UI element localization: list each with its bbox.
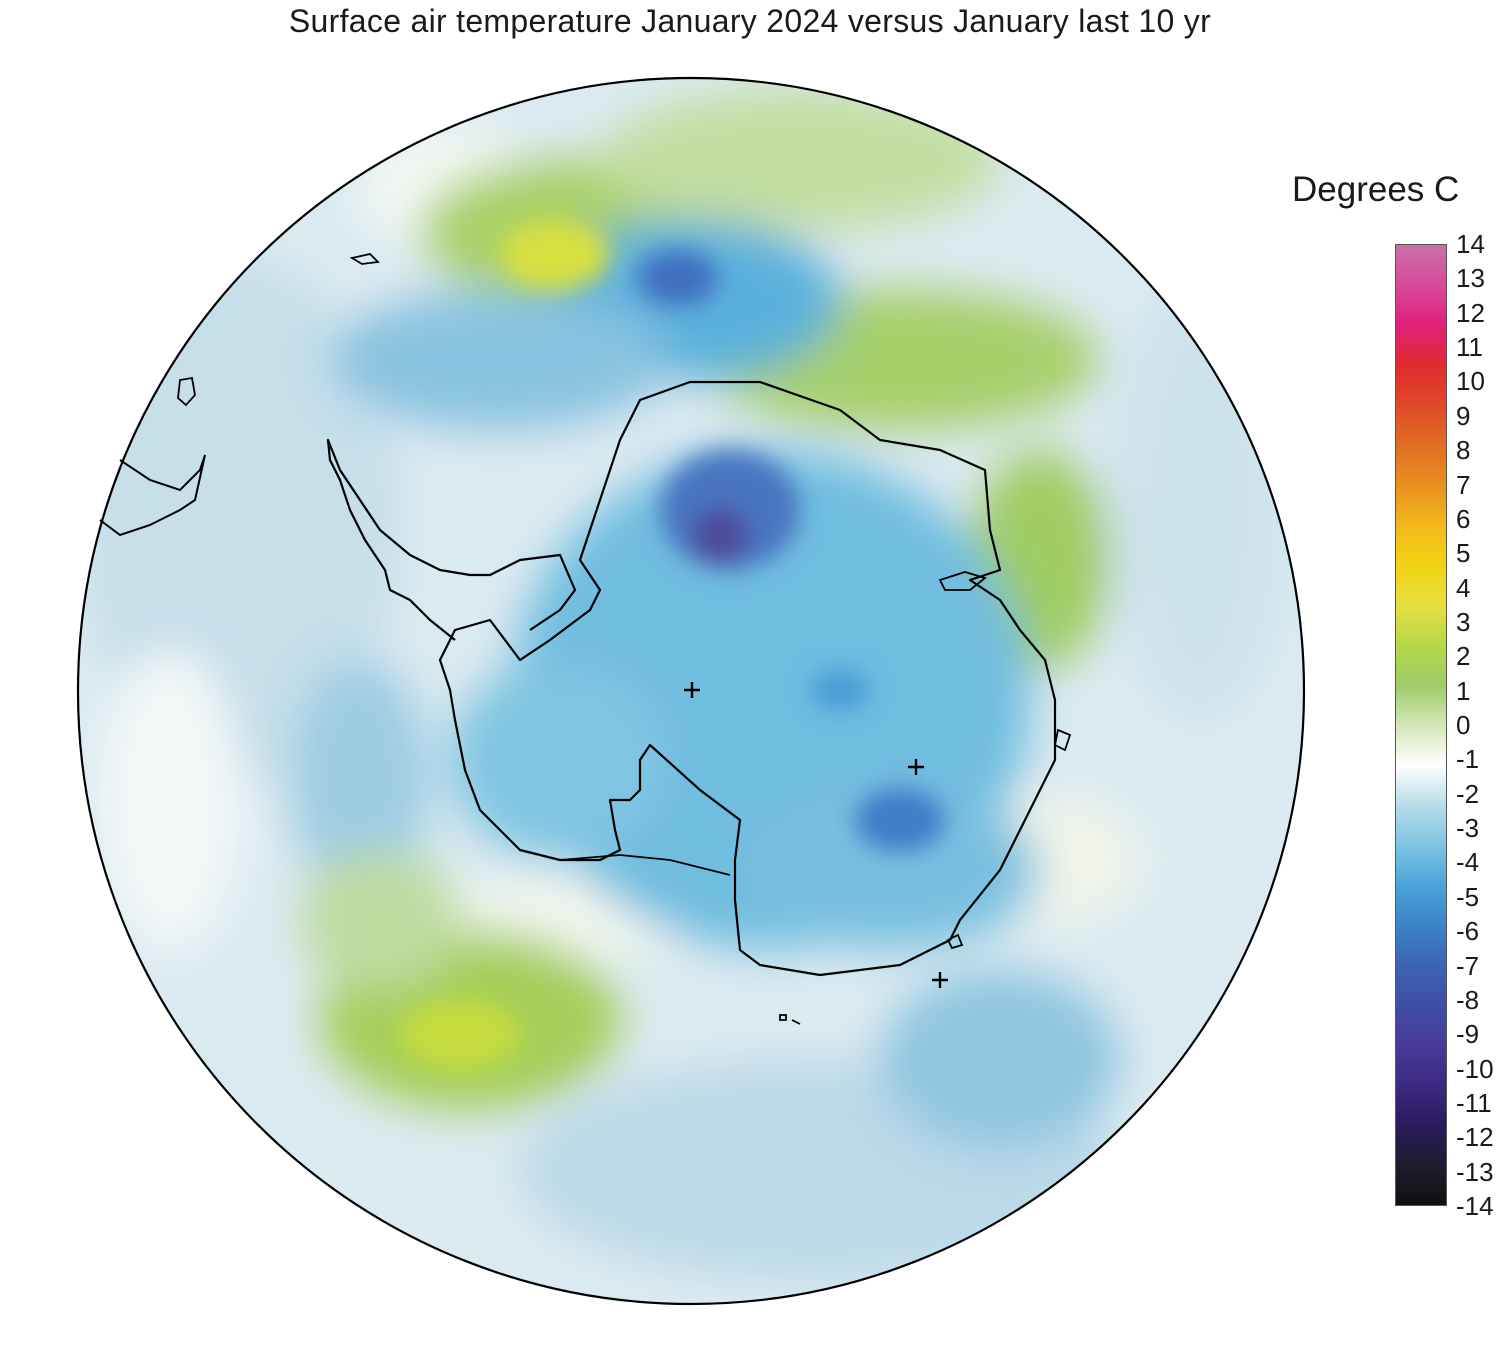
colorbar-title: Degrees C xyxy=(1292,170,1460,209)
south-america-coastline xyxy=(99,454,206,537)
plus-marker xyxy=(908,759,924,775)
colorbar-tick-label: 7 xyxy=(1456,469,1471,500)
colorbar-tick-label: -12 xyxy=(1456,1122,1494,1153)
antarctica-coastline xyxy=(438,380,1057,977)
chart-title: Surface air temperature January 2024 ver… xyxy=(288,3,1212,39)
colorbar-tick-label: -5 xyxy=(1456,881,1480,912)
colorbar-tick-label: 6 xyxy=(1456,503,1471,534)
colorbar-tick-label: 11 xyxy=(1456,332,1483,363)
colorbar-tick-label: -8 xyxy=(1456,984,1480,1015)
colorbar-tick-label: 0 xyxy=(1456,710,1471,740)
colorbar-tick-label: 9 xyxy=(1456,400,1471,431)
island-coastline xyxy=(946,933,964,950)
island-coastline xyxy=(349,253,380,265)
antarctic-peninsula-coastline xyxy=(326,438,577,641)
temperature-anomaly-map xyxy=(76,76,1306,1306)
colorbar-tick-label: -3 xyxy=(1456,813,1480,844)
colorbar-tick-label: 10 xyxy=(1456,366,1485,397)
colorbar-tick-label: 14 xyxy=(1456,229,1485,259)
marker-group xyxy=(684,682,948,988)
map-boundary-circle xyxy=(76,76,1306,1306)
plus-marker xyxy=(932,972,948,988)
colorbar-tick-label: 8 xyxy=(1456,435,1471,466)
colorbar-tick-label: -9 xyxy=(1456,1019,1480,1050)
colorbar-tick-label: -13 xyxy=(1456,1156,1494,1187)
colorbar xyxy=(1395,244,1447,1206)
island-coastline xyxy=(779,1014,801,1025)
colorbar-tick-label: 5 xyxy=(1456,538,1471,569)
colorbar-tick-label: -11 xyxy=(1456,1087,1492,1118)
colorbar-tick-label: 2 xyxy=(1456,641,1471,672)
colorbar-tick-label: 12 xyxy=(1456,297,1485,328)
island-coastline xyxy=(938,571,987,591)
colorbar-tick-label: -4 xyxy=(1456,847,1480,878)
island-coastline xyxy=(1053,728,1072,752)
plus-marker xyxy=(684,682,700,698)
colorbar-tick-label: 4 xyxy=(1456,572,1471,603)
colorbar-tick-label: 3 xyxy=(1456,606,1471,637)
colorbar-tick-label: 13 xyxy=(1456,263,1485,294)
anomaly-field xyxy=(78,78,1304,1304)
colorbar-tick-label: -2 xyxy=(1456,778,1480,809)
colorbar-tick-labels: 14 13 12 11 10 9 8 7 6 5 4 3 2 1 0 -1 -2 -3 -4 -5 -6 -7 -8 -9 -1… xyxy=(1456,231,1500,1221)
colorbar-tick-label: -7 xyxy=(1456,950,1480,981)
colorbar-tick-label: -6 xyxy=(1456,916,1480,947)
colorbar-tick-label: 1 xyxy=(1456,675,1471,706)
colorbar-tick-label: -14 xyxy=(1456,1191,1494,1221)
island-coastline xyxy=(177,376,196,407)
ross-ice-shelf-edge xyxy=(559,854,731,876)
colorbar-tick-label: -10 xyxy=(1456,1053,1494,1084)
colorbar-tick-label: -1 xyxy=(1456,744,1480,775)
